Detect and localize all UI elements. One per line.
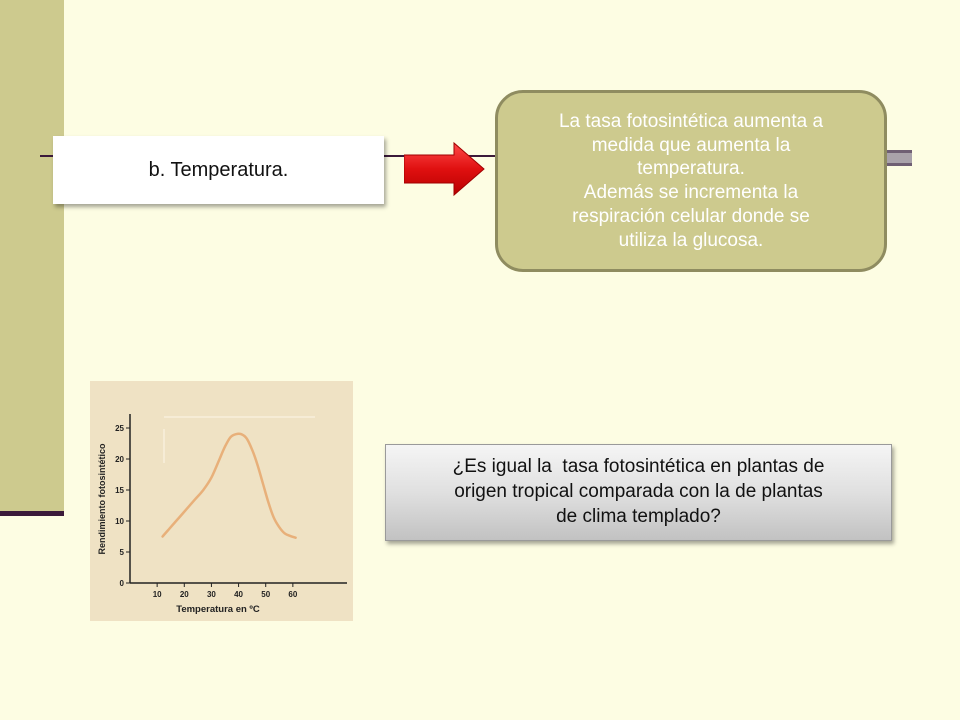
left-accent-bar [0,0,64,512]
info-line: respiración celular donde se [572,205,810,227]
y-tick-label: 5 [120,548,125,557]
series-line [161,432,297,539]
y-tick-label: 15 [115,486,124,495]
topic-box-temperatura: b. Temperatura. [53,136,384,204]
right-arrow-icon [404,141,485,197]
question-box: ¿Es igual la tasa fotosintética en plant… [385,444,892,541]
y-tick-label: 10 [115,517,124,526]
question-line: origen tropical comparada con la de plan… [454,481,823,503]
info-line: temperatura. [637,158,745,180]
y-tick-label: 25 [115,424,124,433]
question-line: de clima templado? [556,505,721,527]
x-axis-label: Temperatura en ºC [176,604,260,615]
topic-label: b. Temperatura. [148,158,289,181]
info-line: medida que aumenta la [591,134,791,156]
x-tick-label: 50 [261,590,270,599]
left-bar-rule [0,511,64,516]
info-line: Además se incrementa la [583,182,799,203]
y-axis-label: Rendimiento fotosintético [97,443,107,554]
x-tick-label: 60 [288,590,297,599]
question-line: ¿Es igual la tasa fotosintética en plant… [452,456,825,478]
x-tick-label: 30 [207,590,216,599]
info-line: utiliza la glucosa. [618,229,764,251]
info-box-explanation: La tasa fotosintética aumenta a medida q… [495,90,887,272]
faint-frame [163,416,315,463]
y-tick-label: 0 [120,579,125,588]
x-tick-label: 10 [153,590,162,599]
info-line: La tasa fotosintética aumenta a [558,110,824,132]
temperature-chart-panel: 0 5 10 15 20 25 10 20 30 40 50 60 Temperatura en ºC… [90,381,353,621]
y-tick-label: 20 [115,455,124,464]
temperature-chart: 0 5 10 15 20 25 10 20 30 40 50 60 Temperatura en ºC… [97,414,347,615]
x-tick-label: 20 [180,590,189,599]
right-rule-marker [886,150,912,166]
x-tick-label: 40 [234,590,243,599]
